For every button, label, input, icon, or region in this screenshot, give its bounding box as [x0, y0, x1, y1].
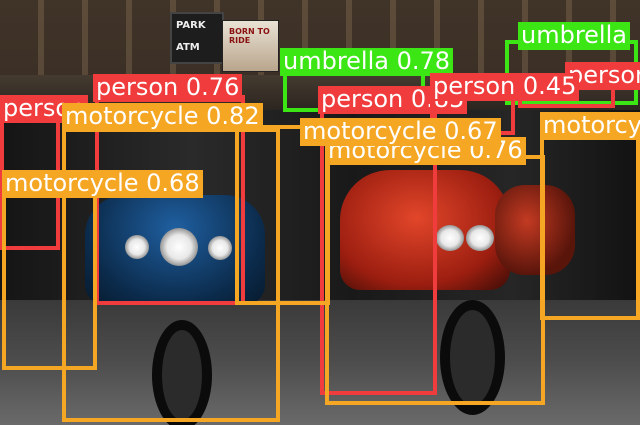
detection-box-motorcycle	[540, 135, 640, 320]
detection-label-person: person 0.76	[93, 74, 243, 102]
detection-box-motorcycle	[325, 155, 545, 405]
headlight-red-right	[466, 225, 494, 251]
detection-label-motorcycle: motorcycle 0.67	[300, 118, 501, 146]
headlight-right	[208, 236, 232, 260]
detection-label-motorcycle: motorcycle 0.82	[62, 103, 263, 131]
detection-label-umbrella: umbrella	[518, 22, 630, 50]
headlight-center	[160, 228, 198, 266]
detection-label-person: person 0.45	[430, 73, 580, 101]
street-sign: PARK ATM	[170, 12, 224, 64]
red-motorcycle-right	[495, 185, 575, 275]
detection-label-umbrella: umbrella 0.78	[280, 48, 454, 76]
poster-text: BORN TO RIDE	[229, 27, 270, 45]
event-poster: BORN TO RIDE	[222, 20, 279, 72]
detection-label-motorcycle: motorcycle 0.68	[2, 170, 203, 198]
detection-box-motorcycle	[2, 172, 97, 370]
headlight-red-left	[436, 225, 464, 251]
front-wheel-blue	[152, 320, 212, 425]
detection-box-motorcycle	[235, 125, 330, 305]
sign-text-atm: ATM	[176, 42, 200, 53]
sign-text-park: PARK	[176, 20, 206, 31]
detection-label-motorcycle: motorcycle	[540, 112, 640, 140]
headlight-left	[125, 235, 149, 259]
front-wheel-red	[440, 300, 505, 415]
